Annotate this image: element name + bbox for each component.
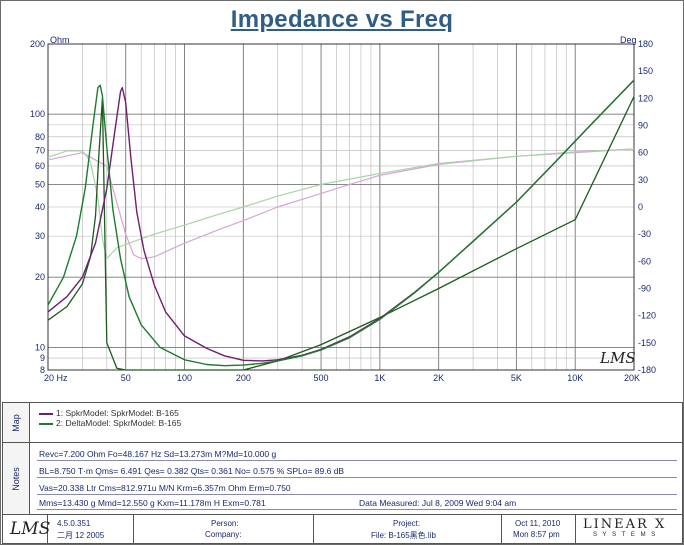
version-date: 二月 12 2005 — [57, 531, 105, 540]
version: 4.5.0.351 — [57, 519, 91, 528]
series-line-4 — [47, 148, 635, 260]
footer-version-cell: 4.5.0.351 二月 12 2005 — [47, 515, 134, 543]
x-tick-label: 2K — [433, 373, 444, 383]
footer-date: Oct 11, 2010 — [515, 519, 561, 528]
y-left-unit: Ohm — [50, 35, 70, 45]
lms-logo: LMS — [10, 519, 51, 539]
legend-panel: Map 1: SpkrModel: SpkrModel: B-165 2: De… — [2, 402, 683, 443]
y-left-tick-label: 20 — [35, 272, 45, 282]
legend-swatch-1 — [39, 412, 53, 415]
footer-person-cell: Person: Company: — [133, 515, 314, 543]
y-left-tick-label: 50 — [35, 179, 45, 189]
x-tick-label: 50 — [121, 373, 131, 383]
y-right-tick-label: -90 — [638, 284, 651, 294]
data-measured: Data Measured: Jul 8, 2009 Wed 9:04 am — [359, 498, 517, 508]
y-left-tick-label: 100 — [30, 109, 45, 119]
y-left-tick-label: 10 — [35, 342, 45, 352]
y-left-tick-label: 40 — [35, 202, 45, 212]
y-right-tick-label: -120 — [638, 311, 656, 321]
footer: LMS 4.5.0.351 二月 12 2005 Person: Company… — [2, 514, 683, 544]
y-left-tick-label: 80 — [35, 132, 45, 142]
y-right-tick-label: 150 — [638, 66, 653, 76]
y-left-tick-label: 30 — [35, 231, 45, 241]
company-label: Company: — [205, 530, 242, 539]
y-right-tick-label: -60 — [638, 256, 651, 266]
grid — [47, 43, 635, 371]
series-line-5 — [47, 96, 635, 371]
watermark-lms: LMS — [599, 349, 636, 367]
linearx-logo: LINEAR X — [583, 517, 667, 532]
footer-date-cell: Oct 11, 2010 Mon 8:57 pm — [501, 515, 576, 543]
legend-panel-label: Map — [3, 403, 30, 442]
y-right-tick-label: -150 — [638, 338, 656, 348]
legend-item-1: 1: SpkrModel: SpkrModel: B-165 — [39, 408, 179, 418]
x-tick-label: 1K — [374, 373, 385, 383]
x-tick-label: 20K — [624, 373, 640, 383]
linearx-subtitle: S Y S T E M S — [593, 532, 658, 538]
y-right-tick-label: 180 — [638, 39, 653, 49]
y-right-tick-label: 120 — [638, 93, 653, 103]
y-left-tick-label: 9 — [40, 353, 45, 363]
series-line-3 — [47, 148, 635, 260]
notes-panel: Notes Revc=7.200 Ohm Fo=48.167 Hz Sd=13.… — [2, 442, 683, 515]
x-tick-label: 20 Hz — [44, 373, 68, 383]
y-right-tick-label: 60 — [638, 148, 648, 158]
traces — [47, 79, 635, 371]
legend-swatch-2 — [39, 422, 53, 425]
x-tick-label: 100 — [177, 373, 192, 383]
y-right-tick-label: 90 — [638, 121, 648, 131]
series-line-2 — [47, 79, 635, 367]
file-label: File: B-165黑色.lib — [371, 531, 436, 540]
y-right-tick-label: -180 — [638, 365, 656, 375]
project-label: Project: — [393, 519, 421, 528]
y-right-tick-label: 30 — [638, 175, 648, 185]
notes-line-3: Vas=20.338 Ltr Cms=812.971u M/N Krm=6.35… — [39, 483, 291, 493]
footer-brand-cell: LINEAR X S Y S T E M S — [575, 515, 682, 543]
plot-border — [47, 43, 635, 371]
axes: 8 910 20 30 40 50 60 70 80 100 200 -180 -150 -120 -90 -… — [30, 39, 656, 383]
impedance-chart: 8 910 20 30 40 50 60 70 80 100 200 -180 -150 -120 -90 -… — [30, 35, 656, 383]
y-right-unit: Deg — [620, 35, 637, 45]
y-left-tick-label: 60 — [35, 161, 45, 171]
x-tick-label: 200 — [236, 373, 251, 383]
footer-time: Mon 8:57 pm — [513, 530, 560, 539]
chart-title: Impedance vs Freq — [230, 6, 454, 33]
x-tick-label: 10K — [567, 373, 583, 383]
x-tick-label: 500 — [314, 373, 329, 383]
footer-logo-cell: LMS — [3, 515, 51, 543]
person-label: Person: — [211, 519, 239, 528]
notes-line-2: BL=8.750 T·m Qms= 6.491 Qes= 0.382 Qts= … — [39, 466, 345, 476]
notes-line-1: Revc=7.200 Ohm Fo=48.167 Hz Sd=13.273m M… — [39, 449, 277, 459]
notes-panel-label: Notes — [3, 443, 30, 514]
y-left-tick-label: 200 — [30, 39, 45, 49]
footer-project-cell: Project: File: B-165黑色.lib — [313, 515, 502, 543]
y-right-tick-label: 0 — [638, 202, 643, 212]
x-tick-label: 5K — [511, 373, 522, 383]
y-right-tick-label: -30 — [638, 229, 651, 239]
legend-item-2: 2: DeltaModel: SpkrModel: B-165 — [39, 418, 181, 428]
y-left-tick-label: 8 — [40, 365, 45, 375]
notes-line-4: Mms=13.430 g Mmd=12.550 g Kxm=11.178m H … — [39, 498, 266, 508]
y-left-tick-label: 70 — [35, 145, 45, 155]
